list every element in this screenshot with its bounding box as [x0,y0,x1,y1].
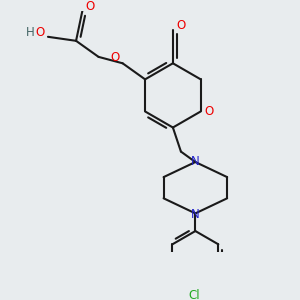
Text: O: O [111,51,120,64]
Text: O: O [85,0,94,13]
Text: O: O [176,19,185,32]
Text: O: O [204,105,213,118]
Text: N: N [191,155,200,168]
Text: H: H [26,26,35,39]
Text: O: O [35,26,45,39]
Text: N: N [191,208,200,221]
Text: Cl: Cl [188,289,200,300]
